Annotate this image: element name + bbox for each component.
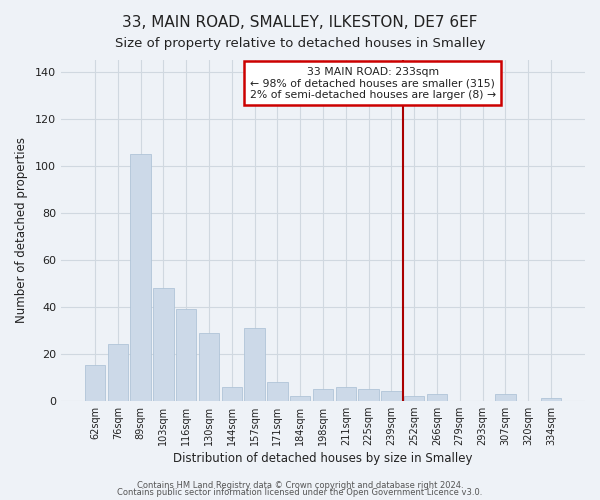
Bar (313, 389, 333, 400)
Bar (335, 386, 356, 400)
Bar (176, 309, 196, 400)
X-axis label: Distribution of detached houses by size in Smalley: Distribution of detached houses by size … (173, 452, 473, 465)
Text: 33 MAIN ROAD: 233sqm
← 98% of detached houses are smaller (315)
2% of semi-detac: 33 MAIN ROAD: 233sqm ← 98% of detached h… (250, 67, 496, 100)
Bar (495, 394, 515, 400)
Bar (153, 288, 173, 401)
Bar (381, 392, 401, 400)
Bar (107, 344, 128, 401)
Text: Contains HM Land Registry data © Crown copyright and database right 2024.: Contains HM Land Registry data © Crown c… (137, 480, 463, 490)
Bar (85, 366, 105, 400)
Bar (221, 386, 242, 400)
Bar (541, 398, 561, 400)
Text: Contains public sector information licensed under the Open Government Licence v3: Contains public sector information licen… (118, 488, 482, 497)
Bar (290, 396, 310, 400)
Bar (244, 328, 265, 400)
Bar (267, 382, 287, 400)
Bar (427, 394, 447, 400)
Bar (130, 154, 151, 400)
Bar (404, 396, 424, 400)
Text: 33, MAIN ROAD, SMALLEY, ILKESTON, DE7 6EF: 33, MAIN ROAD, SMALLEY, ILKESTON, DE7 6E… (122, 15, 478, 30)
Bar (199, 332, 219, 400)
Y-axis label: Number of detached properties: Number of detached properties (15, 138, 28, 324)
Bar (358, 389, 379, 400)
Text: Size of property relative to detached houses in Smalley: Size of property relative to detached ho… (115, 38, 485, 51)
